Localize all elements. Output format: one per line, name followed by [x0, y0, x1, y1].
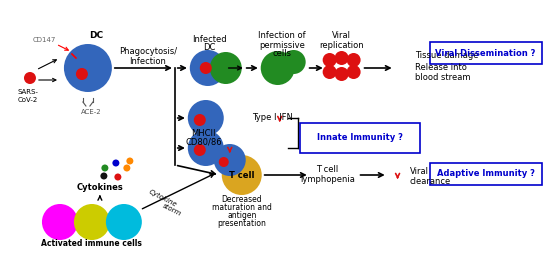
Circle shape	[323, 53, 337, 67]
Circle shape	[76, 68, 88, 80]
Circle shape	[114, 174, 122, 180]
Text: Release into: Release into	[415, 63, 466, 72]
Circle shape	[200, 62, 212, 74]
Circle shape	[334, 51, 349, 65]
Bar	[300, 123, 420, 153]
Circle shape	[188, 130, 224, 166]
Circle shape	[346, 65, 361, 79]
Circle shape	[194, 144, 206, 156]
Text: Viral: Viral	[410, 166, 428, 176]
Text: Tissue damage: Tissue damage	[415, 50, 478, 59]
Text: permissive: permissive	[258, 40, 305, 49]
Text: Activated immune cells: Activated immune cells	[41, 240, 142, 249]
Text: Type I IFN: Type I IFN	[252, 113, 293, 123]
Text: CoV-2: CoV-2	[18, 97, 38, 103]
Text: DC: DC	[89, 31, 103, 40]
Text: Infected: Infected	[192, 36, 227, 45]
Text: Phagocytosis/: Phagocytosis/	[119, 48, 177, 57]
Circle shape	[334, 67, 349, 81]
Text: Infection: Infection	[129, 57, 166, 66]
Circle shape	[194, 114, 206, 126]
Text: T cell: T cell	[316, 165, 339, 174]
Text: Viral Dissemination ?: Viral Dissemination ?	[435, 48, 536, 58]
Circle shape	[123, 165, 130, 172]
Text: lymphopenia: lymphopenia	[300, 175, 355, 184]
Circle shape	[323, 65, 337, 79]
Text: antigen: antigen	[227, 210, 256, 219]
Circle shape	[346, 53, 361, 67]
Circle shape	[214, 144, 246, 176]
Text: Cytokine: Cytokine	[148, 188, 178, 208]
Circle shape	[219, 157, 229, 167]
Circle shape	[64, 44, 112, 92]
Text: T cell: T cell	[229, 170, 255, 179]
Text: maturation and: maturation and	[212, 202, 272, 211]
Circle shape	[222, 155, 262, 195]
Text: clearance: clearance	[410, 176, 451, 186]
Circle shape	[42, 204, 78, 240]
Text: SARS-: SARS-	[18, 89, 38, 95]
Text: Adaptive Immunity ?: Adaptive Immunity ?	[437, 169, 535, 178]
Circle shape	[210, 52, 242, 84]
Text: DC: DC	[204, 44, 216, 52]
Circle shape	[24, 72, 36, 84]
Circle shape	[101, 165, 108, 172]
Text: Innate Immunity ?: Innate Immunity ?	[317, 133, 403, 143]
Circle shape	[190, 50, 225, 86]
Circle shape	[188, 100, 224, 136]
Text: Decreased: Decreased	[222, 195, 262, 204]
Circle shape	[126, 157, 133, 165]
Text: replication: replication	[320, 40, 364, 49]
Circle shape	[74, 204, 110, 240]
Text: Infection of: Infection of	[258, 31, 305, 40]
Text: ACE-2: ACE-2	[81, 109, 101, 115]
Text: CD80/86: CD80/86	[185, 137, 222, 146]
Bar	[430, 163, 542, 185]
Text: cells: cells	[272, 49, 291, 59]
Circle shape	[112, 159, 119, 166]
Text: Cytokines: Cytokines	[76, 184, 123, 193]
Text: CD147: CD147	[32, 37, 56, 43]
Circle shape	[101, 173, 107, 179]
Text: Viral: Viral	[332, 31, 351, 40]
Circle shape	[282, 50, 306, 74]
Text: blood stream: blood stream	[415, 72, 470, 81]
Circle shape	[106, 204, 142, 240]
Circle shape	[261, 51, 295, 85]
Text: MHCII: MHCII	[191, 130, 216, 138]
Text: presentation: presentation	[217, 219, 266, 228]
Bar	[430, 42, 542, 64]
Text: storm: storm	[161, 203, 182, 217]
